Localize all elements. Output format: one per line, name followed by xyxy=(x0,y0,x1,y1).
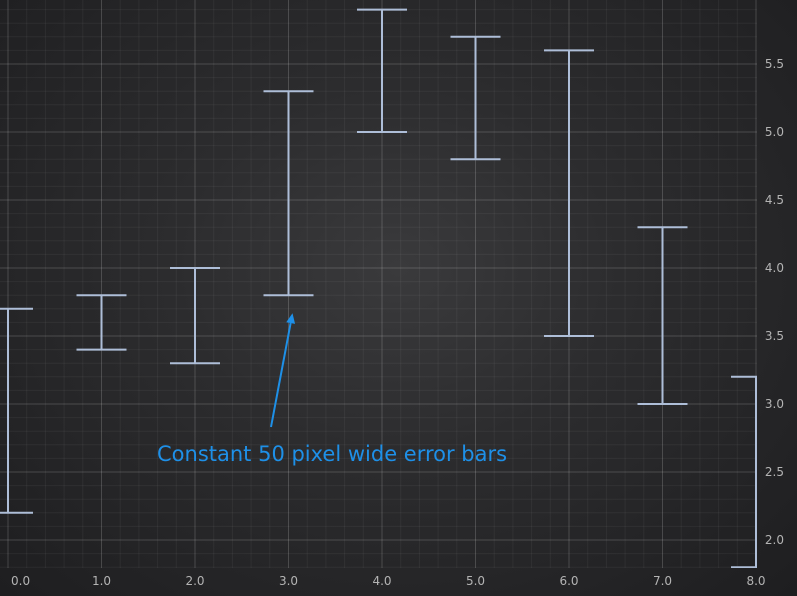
x-tick-label: 1.0 xyxy=(92,574,111,588)
x-tick-label: 8.0 xyxy=(746,574,765,588)
x-axis: 0.0 1.0 2.0 3.0 4.0 5.0 6.0 7.0 8.0 xyxy=(11,574,766,588)
annotation-text: Constant 50 pixel wide error bars xyxy=(157,442,507,466)
annotation-arrow-head xyxy=(286,313,296,324)
error-bar xyxy=(450,35,501,161)
x-tick-label: 3.0 xyxy=(279,574,298,588)
annotation-arrow-line xyxy=(270,322,292,428)
error-bar xyxy=(357,8,407,133)
x-tick-label: 2.0 xyxy=(185,574,204,588)
x-tick-label: 0.0 xyxy=(11,574,30,588)
error-bars xyxy=(0,8,757,568)
y-tick-label: 2.0 xyxy=(765,533,784,547)
error-bar xyxy=(637,226,688,405)
annotation: Constant 50 pixel wide error bars xyxy=(157,313,507,466)
x-tick-label: 4.0 xyxy=(372,574,391,588)
error-bar xyxy=(263,90,314,297)
y-tick-label: 4.0 xyxy=(765,261,784,275)
y-axis: 2.0 2.5 3.0 3.5 4.0 4.5 5.0 5.5 xyxy=(765,57,784,547)
x-tick-label: 7.0 xyxy=(653,574,672,588)
error-bar xyxy=(76,294,127,351)
error-bar xyxy=(731,375,757,568)
error-bar xyxy=(170,267,220,365)
y-tick-label: 5.5 xyxy=(765,57,784,71)
error-bar xyxy=(544,49,594,337)
y-tick-label: 2.5 xyxy=(765,465,784,479)
grid-minor-lines xyxy=(0,0,757,568)
y-tick-label: 3.5 xyxy=(765,329,784,343)
error-bar xyxy=(0,307,33,514)
y-tick-label: 3.0 xyxy=(765,397,784,411)
y-tick-label: 4.5 xyxy=(765,193,784,207)
x-tick-label: 5.0 xyxy=(466,574,485,588)
y-tick-label: 5.0 xyxy=(765,125,784,139)
x-tick-label: 6.0 xyxy=(559,574,578,588)
